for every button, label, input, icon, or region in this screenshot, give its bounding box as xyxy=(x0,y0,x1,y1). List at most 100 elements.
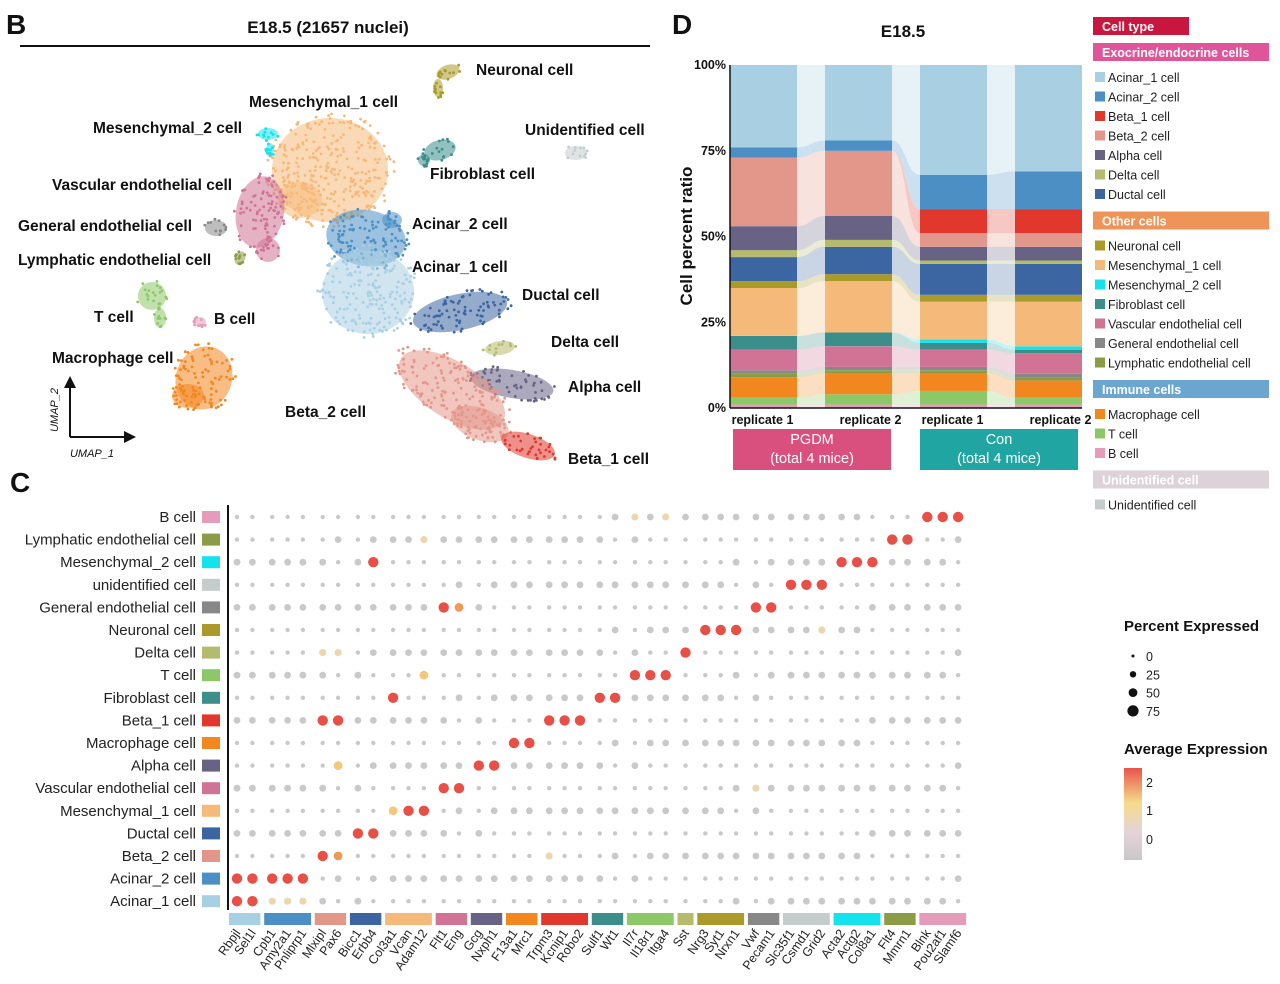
umap-point xyxy=(324,169,328,173)
dotplot-group-bar-lymphatic-endothelial-cell xyxy=(884,913,916,925)
umap-point xyxy=(346,328,350,332)
umap-point xyxy=(183,360,187,363)
umap-point xyxy=(441,326,444,330)
dotplot-dot xyxy=(420,762,428,769)
stacked-segment-beta-2-cell xyxy=(730,157,797,227)
umap-point xyxy=(500,343,504,346)
umap-point xyxy=(173,366,177,370)
dotplot-dot xyxy=(611,852,619,860)
dotplot-dot xyxy=(870,582,875,587)
umap-point xyxy=(460,360,463,364)
umap-point xyxy=(317,123,321,126)
umap-point xyxy=(394,371,397,375)
umap-point xyxy=(445,407,449,410)
umap-point xyxy=(209,402,213,406)
umap-point xyxy=(440,147,444,151)
umap-point xyxy=(171,387,175,390)
dotplot-dot xyxy=(597,831,602,836)
umap-point xyxy=(419,392,422,396)
dotplot-dot xyxy=(662,739,670,747)
umap-point xyxy=(182,392,185,396)
umap-point xyxy=(361,244,365,248)
umap-cluster-core xyxy=(424,139,456,161)
umap-point xyxy=(422,163,426,167)
umap-point xyxy=(439,93,443,97)
dotplot-dot xyxy=(527,899,532,904)
dotplot-dot xyxy=(545,536,553,543)
dotplot-dot xyxy=(510,762,518,769)
stacked-y-tick: 0% xyxy=(708,401,726,415)
dotplot-row-swatch xyxy=(202,691,220,704)
dotplot-dot xyxy=(576,762,584,769)
umap-point xyxy=(429,405,433,409)
dotplot-dot xyxy=(923,717,931,724)
dotplot-group-bar-fibroblast-cell xyxy=(591,913,624,925)
umap-point xyxy=(271,133,275,136)
dotplot-row-label: Beta_1 cell xyxy=(122,712,196,729)
dotplot-dot xyxy=(804,718,809,723)
dotplot-dot xyxy=(405,649,412,656)
umap-point xyxy=(440,403,444,407)
umap-point xyxy=(330,171,334,175)
dotplot-dot xyxy=(939,830,947,837)
umap-point xyxy=(455,324,458,328)
umap-point xyxy=(390,239,393,243)
umap-point xyxy=(156,322,160,325)
umap-point xyxy=(308,169,312,173)
umap-point xyxy=(493,440,497,444)
dotplot-row-swatch xyxy=(202,511,220,523)
stacked-flow-band xyxy=(797,246,825,282)
dotplot-dot xyxy=(510,649,518,656)
legend-section-header-unidentified-cell xyxy=(1093,470,1269,489)
dotplot-dot xyxy=(369,717,377,724)
dotplot-dot xyxy=(732,852,740,860)
umap-label-neuronal-cell: Neuronal cell xyxy=(476,62,573,79)
umap-point xyxy=(494,347,498,350)
dotplot-dot xyxy=(853,784,861,792)
umap-point xyxy=(460,419,463,423)
legend-item-label: Delta cell xyxy=(1108,169,1159,183)
umap-point xyxy=(402,386,406,390)
umap-point xyxy=(491,424,495,428)
umap-point xyxy=(195,403,199,407)
dotplot-dot xyxy=(403,805,414,816)
legend-swatch-beta-1-cell xyxy=(1095,111,1105,121)
dotplot-dot xyxy=(819,650,824,655)
umap-cluster-core xyxy=(235,176,285,248)
umap-point xyxy=(446,357,450,360)
umap-point xyxy=(497,308,501,312)
dotplot-dot xyxy=(390,582,396,587)
dotplot-dot xyxy=(819,605,824,610)
dotplot-row-label: Fibroblast cell xyxy=(103,690,196,707)
umap-point xyxy=(266,178,270,182)
dotplot-dot xyxy=(648,899,653,904)
dotplot-dot xyxy=(476,514,481,520)
dotplot-dot xyxy=(648,605,653,610)
dotplot-dot xyxy=(902,534,913,545)
stacked-segment-acinar-2-cell xyxy=(730,147,797,158)
dotplot-dot xyxy=(700,624,711,636)
dotplot-dot xyxy=(545,875,553,882)
dotplot-row-swatch xyxy=(202,556,220,569)
dotplot-dot xyxy=(527,514,532,520)
umap-point xyxy=(270,202,273,206)
dotplot-dot xyxy=(285,582,290,587)
dotplot-dot xyxy=(632,605,638,610)
dotplot-dot xyxy=(562,673,567,678)
dotplot-dot xyxy=(511,560,517,565)
umap-point xyxy=(351,195,354,199)
umap-point xyxy=(367,263,371,266)
dotplot-dot xyxy=(250,582,255,587)
dotplot-dot xyxy=(803,784,810,792)
umap-point xyxy=(464,432,468,436)
umap-point xyxy=(382,264,386,267)
umap-point xyxy=(239,207,243,211)
dotplot-dot xyxy=(369,875,377,882)
dotplot-dot xyxy=(371,808,376,813)
dotplot-dot xyxy=(904,558,911,566)
dotplot-dot xyxy=(390,673,396,678)
dotplot-row-label: Vascular endothelial cell xyxy=(35,780,196,797)
dotplot-dot xyxy=(476,899,481,904)
umap-point xyxy=(274,169,277,173)
dotplot-dot xyxy=(733,718,739,723)
